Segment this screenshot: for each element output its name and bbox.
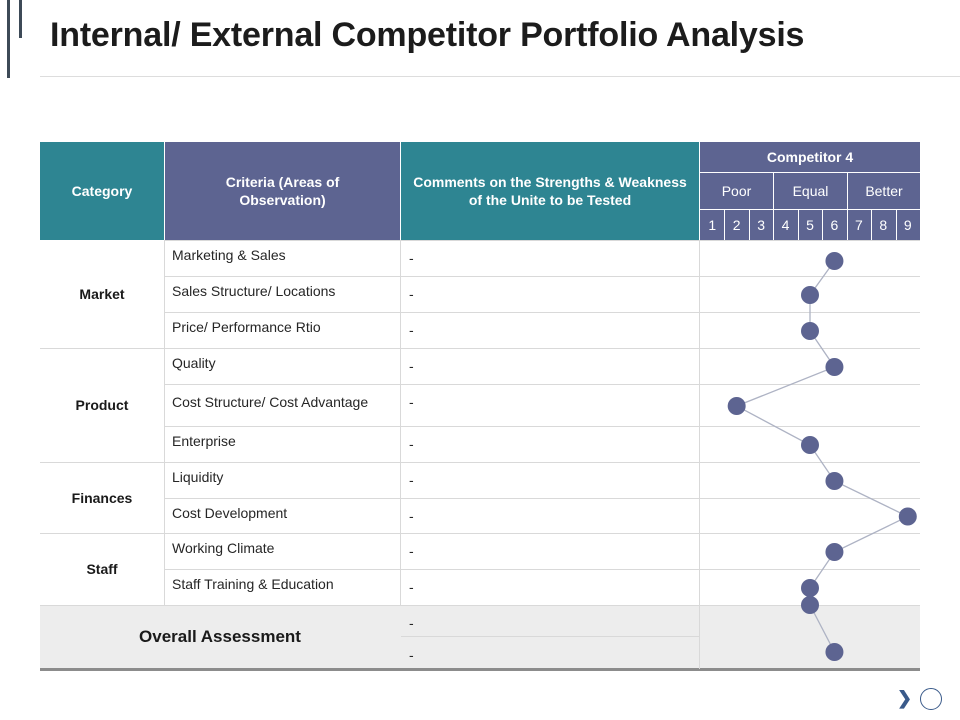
next-arrow-icon[interactable]: ❯	[897, 688, 913, 708]
row-divider	[165, 462, 920, 463]
comment-cell: -	[409, 508, 414, 524]
scale-divider	[871, 209, 873, 241]
scale-1: 1	[708, 217, 717, 233]
group-divider	[847, 173, 848, 209]
column-divider	[400, 240, 401, 605]
comment-cell: -	[409, 436, 414, 452]
header-comments: Comments on the Strengths & Weakness of …	[401, 142, 699, 240]
rating-marker	[801, 579, 819, 597]
group-equal: Equal	[792, 183, 829, 199]
criteria-cell: Cost Structure/ Cost Advantage	[172, 394, 369, 410]
row-divider	[165, 426, 920, 427]
scale-8: 8	[879, 217, 888, 233]
scale-3: 3	[757, 217, 765, 233]
criteria-cell: Quality	[172, 355, 216, 371]
scale-7: 7	[854, 217, 863, 233]
overall-split	[401, 636, 699, 637]
rating-marker	[801, 286, 819, 304]
criteria-cell: Liquidity	[172, 469, 224, 485]
criteria-cell: Marketing & Sales	[172, 247, 286, 263]
rating-line	[735, 260, 910, 653]
category-divider	[40, 533, 165, 534]
header-competitor: Competitor 4	[700, 142, 920, 172]
row-divider	[165, 384, 920, 385]
criteria-cell: Enterprise	[172, 433, 236, 449]
row-divider	[165, 498, 920, 499]
category-finances: Finances	[71, 489, 133, 506]
category-market: Market	[79, 286, 125, 302]
row-divider	[165, 240, 920, 241]
rating-marker	[898, 507, 917, 526]
scale-divider	[724, 209, 726, 241]
rating-marker	[801, 322, 819, 340]
table-bottom-rule	[40, 668, 920, 671]
group-poor: Poor	[721, 183, 752, 199]
column-divider	[699, 240, 700, 669]
scale-divider	[797, 209, 799, 241]
rating-marker	[801, 436, 819, 454]
rating-marker	[825, 543, 844, 561]
category-product: Product	[75, 397, 129, 413]
rating-marker	[825, 358, 844, 376]
row-divider	[165, 276, 920, 277]
overall-row-background	[40, 605, 920, 669]
rating-line-chart	[727, 252, 917, 661]
scale-2: 2	[732, 217, 741, 233]
criteria-cell: Cost Development	[172, 504, 288, 521]
table-body: Marketing & Sales - Sales Structure/ Locat…	[40, 142, 920, 671]
page-title: Internal/ External Competitor Portfolio …	[50, 16, 805, 54]
overall-comment: -	[409, 647, 414, 663]
scale-divider	[895, 209, 897, 241]
overall-comment: -	[409, 615, 414, 631]
comment-cell: -	[409, 250, 414, 266]
row-divider	[165, 533, 920, 534]
scale-divider	[748, 209, 750, 241]
comment-cell: -	[409, 286, 414, 302]
rating-marker	[801, 596, 819, 614]
criteria-cell: Working Climate	[172, 540, 275, 556]
comment-cell: -	[409, 394, 414, 410]
title-accent-bar-short	[19, 0, 22, 38]
scale-5: 5	[806, 217, 814, 233]
row-divider	[165, 569, 920, 570]
group-better: Better	[865, 183, 903, 199]
overall-top-border	[40, 605, 920, 606]
header-rating-groups: Poor Equal Better	[700, 173, 920, 209]
header-criteria: Criteria (Areas of Observation)	[165, 142, 400, 240]
title-divider	[40, 76, 960, 77]
rating-marker	[727, 397, 746, 415]
criteria-cell: Price/ Performance Rtio	[172, 319, 321, 335]
criteria-cell: Sales Structure/ Locations	[172, 283, 336, 299]
column-divider	[164, 240, 165, 605]
scale-6: 6	[830, 217, 839, 233]
scale-divider	[773, 209, 775, 241]
category-staff: Staff	[86, 561, 118, 577]
comment-cell: -	[409, 579, 414, 595]
rating-marker	[825, 643, 844, 661]
rating-marker	[825, 472, 844, 490]
comment-cell: -	[409, 543, 414, 559]
category-divider	[40, 462, 165, 463]
scale-top-border	[700, 209, 920, 210]
group-divider	[773, 173, 774, 209]
comment-cell: -	[409, 358, 414, 374]
overall-assessment-label: Overall Assessment	[139, 627, 301, 646]
competitor-analysis-table: Category Criteria (Areas of Observation)…	[40, 142, 920, 671]
title-accent-bar	[7, 0, 10, 78]
comment-cell: -	[409, 322, 414, 338]
scale-divider	[846, 209, 848, 241]
scale-9: 9	[903, 217, 912, 233]
row-divider	[165, 312, 920, 313]
nav-circle-icon[interactable]	[920, 688, 942, 710]
header-category: Category	[40, 142, 164, 240]
row-divider	[165, 348, 920, 349]
criteria-cell: Staff Training & Education	[172, 576, 334, 592]
rating-marker	[825, 252, 844, 270]
comment-cell: -	[409, 472, 414, 488]
scale-divider	[822, 209, 824, 241]
scale-4: 4	[781, 217, 790, 233]
category-divider	[40, 348, 165, 349]
